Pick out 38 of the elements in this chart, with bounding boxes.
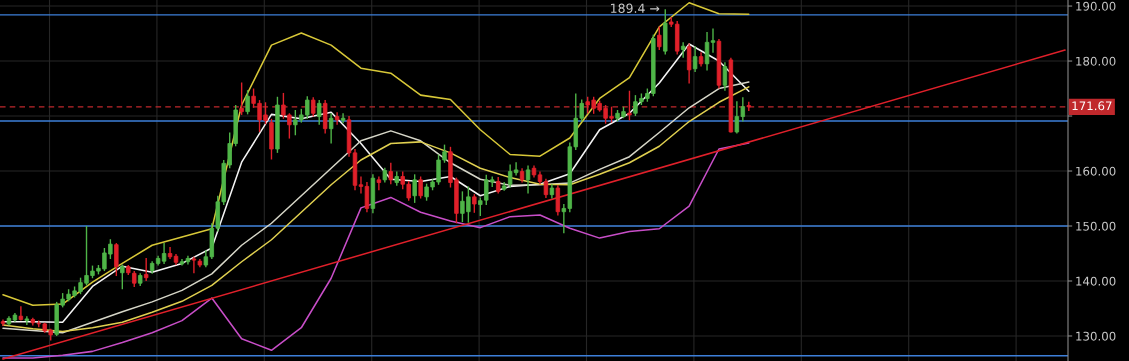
y-tick-label: 130.00 xyxy=(1076,331,1116,341)
candlestick xyxy=(376,175,382,191)
y-tick-label: 180.00 xyxy=(1076,56,1116,66)
candlestick xyxy=(704,31,710,72)
candlestick xyxy=(245,89,250,116)
candlestick xyxy=(388,162,394,185)
candlestick xyxy=(418,175,423,200)
y-tick-label: 150.00 xyxy=(1076,221,1116,231)
line-series xyxy=(2,43,750,323)
candlestick xyxy=(722,61,728,92)
candlestick xyxy=(24,315,30,326)
annotation: 189.4 → xyxy=(611,3,660,13)
candlestick xyxy=(472,193,477,214)
candlestick xyxy=(692,45,698,73)
candlestick xyxy=(680,41,686,59)
candlestick xyxy=(710,27,716,54)
candlestick xyxy=(686,42,692,85)
candlestick xyxy=(555,184,561,217)
candlestick xyxy=(657,25,662,51)
line-series xyxy=(2,1,750,306)
candlestick xyxy=(328,112,334,145)
candlestick xyxy=(525,164,531,195)
candlestick xyxy=(340,112,346,124)
candlestick xyxy=(239,81,244,116)
candlestick xyxy=(191,256,197,274)
candlestick xyxy=(412,173,417,204)
y-tick-label: 190.00 xyxy=(1076,1,1116,11)
candlestick xyxy=(627,90,632,122)
candlestick xyxy=(143,257,149,282)
y-tick-label: 160.00 xyxy=(1076,166,1116,176)
candlestick xyxy=(311,96,316,118)
candlestick xyxy=(317,99,322,126)
candlestick xyxy=(120,263,125,290)
candlestick xyxy=(18,305,24,322)
y-tick-label: 140.00 xyxy=(1076,276,1116,286)
line-series xyxy=(2,142,750,359)
candlestick xyxy=(114,242,119,277)
ref-line-label: 171.67 xyxy=(1072,101,1112,111)
